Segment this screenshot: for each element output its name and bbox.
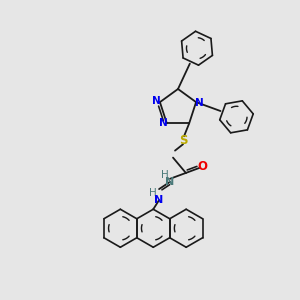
Text: N: N xyxy=(160,118,168,128)
Text: O: O xyxy=(198,160,208,173)
Text: N: N xyxy=(165,177,175,187)
Text: N: N xyxy=(154,195,164,205)
Text: N: N xyxy=(195,98,203,108)
Text: S: S xyxy=(179,134,187,147)
Text: N: N xyxy=(152,96,160,106)
Text: H: H xyxy=(149,188,157,198)
Text: H: H xyxy=(161,170,169,180)
